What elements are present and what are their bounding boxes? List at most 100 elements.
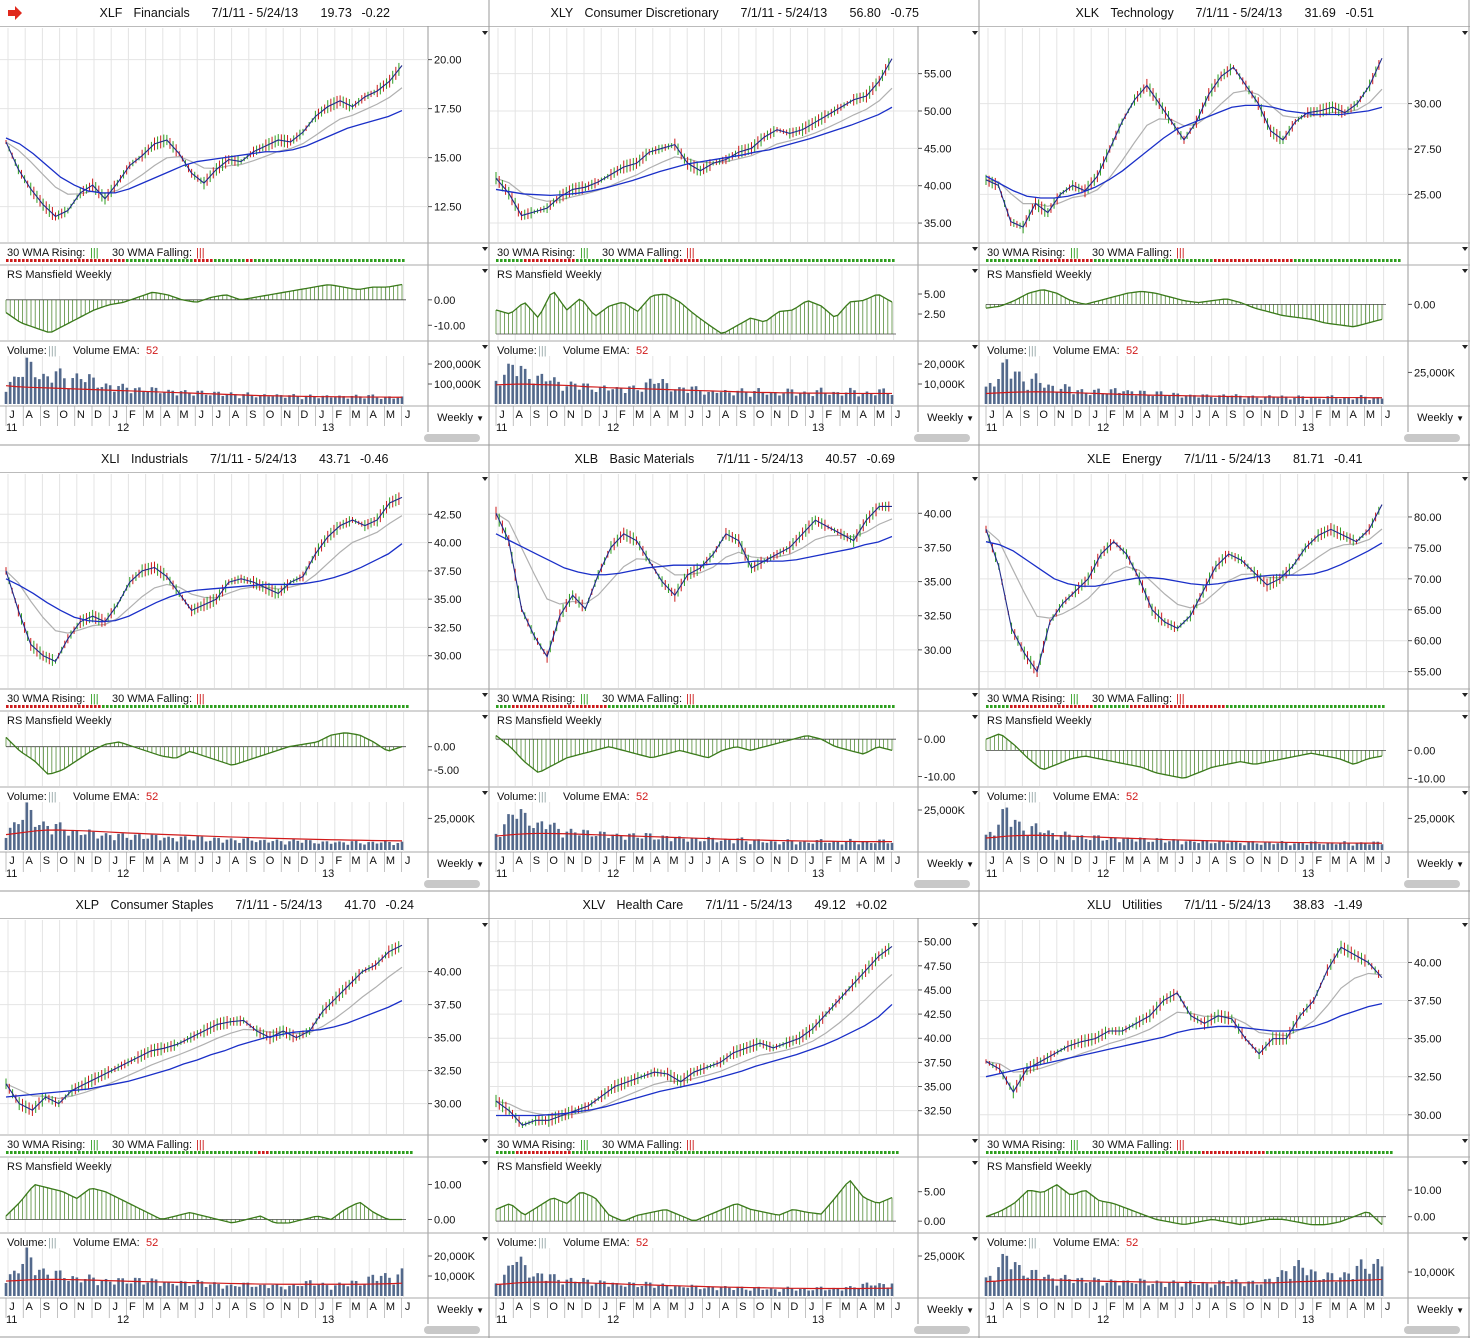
wma-rising-swatch: ||| — [1070, 693, 1079, 705]
pane-menu-icon[interactable] — [482, 345, 488, 349]
pane-menu-icon[interactable] — [1462, 1161, 1468, 1165]
pane-menu-icon[interactable] — [482, 1139, 488, 1143]
wma-strip-cell — [780, 1151, 783, 1154]
price-tick-label: 32.50 — [434, 1066, 462, 1078]
volume-ema-line — [495, 1281, 893, 1290]
pane-menu-icon[interactable] — [482, 31, 488, 35]
wma-strip-cell — [1366, 259, 1369, 262]
pane-menu-icon[interactable] — [482, 247, 488, 251]
wma-strip-cell — [114, 705, 117, 708]
pane-menu-icon[interactable] — [972, 791, 978, 795]
pane-menu-icon[interactable] — [972, 715, 978, 719]
timeframe-selector[interactable]: Weekly ▼ — [1417, 412, 1464, 424]
pane-menu-icon[interactable] — [1462, 791, 1468, 795]
pane-menu-icon[interactable] — [972, 269, 978, 273]
pane-menu-icon[interactable] — [482, 923, 488, 927]
price-tick-label: 30.00 — [1414, 1110, 1442, 1122]
horizontal-scrollbar[interactable] — [914, 880, 970, 888]
timeframe-selector[interactable]: Weekly ▼ — [437, 858, 484, 870]
pane-menu-icon[interactable] — [1462, 715, 1468, 719]
red-arrow-icon[interactable] — [7, 6, 23, 23]
wma-strip-cell — [592, 259, 595, 262]
wma-strip-cell — [728, 705, 731, 708]
rs-tick-label: -5.00 — [434, 765, 459, 777]
wma-strip-cell — [1026, 259, 1029, 262]
wma-strip-cell — [648, 259, 651, 262]
price-tick-label: 55.00 — [924, 69, 952, 81]
volume-bar — [984, 386, 988, 404]
wma-strip-cell — [322, 705, 325, 708]
wma-strip-cell — [544, 259, 547, 262]
horizontal-scrollbar[interactable] — [914, 434, 970, 442]
volume-bar — [92, 831, 95, 850]
pane-menu-icon[interactable] — [972, 923, 978, 927]
timeframe-selector[interactable]: Weekly ▼ — [927, 858, 974, 870]
pane-menu-icon[interactable] — [972, 693, 978, 697]
volume-bar — [865, 841, 869, 850]
pane-menu-icon[interactable] — [482, 269, 488, 273]
pane-menu-icon[interactable] — [1462, 269, 1468, 273]
volume-bar — [1209, 843, 1213, 850]
pane-menu-icon[interactable] — [1462, 1139, 1468, 1143]
horizontal-scrollbar[interactable] — [424, 880, 480, 888]
horizontal-scrollbar[interactable] — [1404, 434, 1460, 442]
volume-bar — [1309, 841, 1313, 850]
pane-menu-icon[interactable] — [1462, 1237, 1468, 1241]
pane-menu-icon[interactable] — [972, 1161, 978, 1165]
timeframe-selector[interactable]: Weekly ▼ — [927, 412, 974, 424]
pane-menu-icon[interactable] — [1462, 477, 1468, 481]
wma-strip-cell — [1318, 705, 1321, 708]
volume-bar — [565, 1279, 569, 1296]
wma-strip-cell — [142, 705, 145, 708]
wma-strip-cell — [844, 705, 847, 708]
rs-histogram — [495, 1180, 893, 1222]
pane-menu-icon[interactable] — [972, 345, 978, 349]
horizontal-scrollbar[interactable] — [424, 434, 480, 442]
volume-bar — [723, 1286, 727, 1296]
pane-menu-icon[interactable] — [972, 477, 978, 481]
pane-menu-icon[interactable] — [482, 477, 488, 481]
horizontal-scrollbar[interactable] — [1404, 880, 1460, 888]
volume-bar — [648, 1282, 652, 1296]
volume-bar — [1372, 841, 1375, 850]
timeframe-selector[interactable]: Weekly ▼ — [927, 1304, 974, 1316]
volume-bar — [819, 839, 823, 850]
pane-menu-icon[interactable] — [482, 1237, 488, 1241]
pane-menu-icon[interactable] — [1462, 923, 1468, 927]
month-label: O — [266, 409, 275, 421]
volume-bar — [1080, 389, 1084, 404]
horizontal-scrollbar[interactable] — [914, 1326, 970, 1334]
volume-bar — [321, 841, 325, 850]
wma-strip-cell — [130, 705, 133, 708]
volume-bar — [569, 828, 573, 850]
volume-bar — [694, 838, 698, 850]
timeframe-selector[interactable]: Weekly ▼ — [437, 1304, 484, 1316]
pane-menu-icon[interactable] — [1462, 247, 1468, 251]
wma-strip-cell — [286, 1151, 289, 1154]
volume-bar — [8, 827, 12, 850]
pane-menu-icon[interactable] — [1462, 345, 1468, 349]
volume-bar — [590, 836, 594, 850]
month-label: N — [567, 409, 575, 421]
timeframe-selector[interactable]: Weekly ▼ — [1417, 858, 1464, 870]
pane-menu-icon[interactable] — [482, 1161, 488, 1165]
price-change-label: -0.51 — [1345, 6, 1375, 20]
volume-bar — [1272, 397, 1275, 404]
pane-menu-icon[interactable] — [482, 791, 488, 795]
timeframe-selector[interactable]: Weekly ▼ — [437, 412, 484, 424]
pane-menu-icon[interactable] — [1462, 31, 1468, 35]
horizontal-scrollbar[interactable] — [424, 1326, 480, 1334]
pane-menu-icon[interactable] — [972, 1237, 978, 1241]
volume-bar — [46, 376, 49, 404]
pane-menu-icon[interactable] — [972, 247, 978, 251]
month-label: S — [1229, 855, 1236, 867]
pane-menu-icon[interactable] — [972, 31, 978, 35]
year-label: 13 — [322, 1314, 334, 1326]
pane-menu-icon[interactable] — [972, 1139, 978, 1143]
pane-menu-icon[interactable] — [482, 693, 488, 697]
pane-menu-icon[interactable] — [482, 715, 488, 719]
pane-menu-icon[interactable] — [1462, 693, 1468, 697]
wma-strip-cell — [394, 1151, 397, 1154]
volume-bar — [1043, 833, 1046, 850]
wma-strip-cell — [508, 259, 511, 262]
